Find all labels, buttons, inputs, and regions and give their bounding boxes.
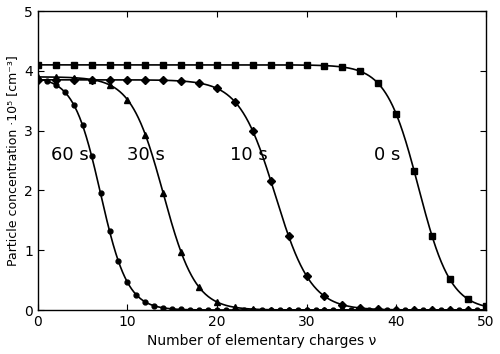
Text: 10 s: 10 s bbox=[230, 145, 268, 164]
Y-axis label: Particle concentration ·10⁵ [cm⁻³]: Particle concentration ·10⁵ [cm⁻³] bbox=[6, 55, 18, 266]
X-axis label: Number of elementary charges ν: Number of elementary charges ν bbox=[147, 335, 376, 348]
Text: 60 s: 60 s bbox=[52, 145, 89, 164]
Text: 0 s: 0 s bbox=[374, 145, 400, 164]
Text: 30 s: 30 s bbox=[128, 145, 166, 164]
